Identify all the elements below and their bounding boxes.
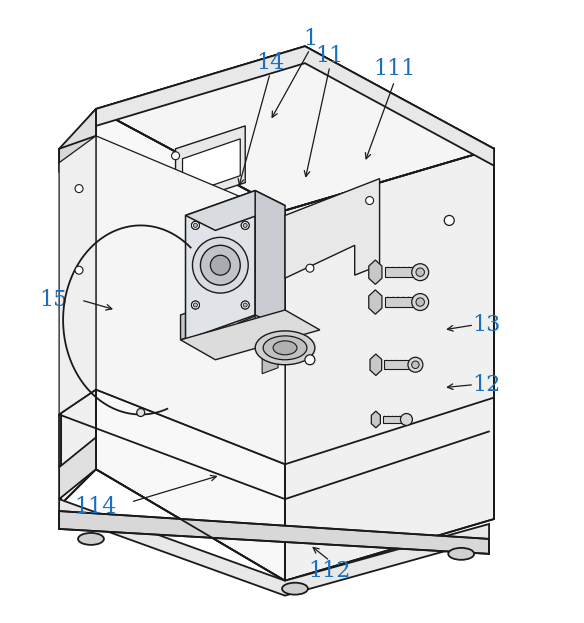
Ellipse shape [282,583,308,594]
Circle shape [75,266,83,274]
Polygon shape [183,139,240,196]
Polygon shape [371,411,380,428]
Circle shape [75,184,83,193]
Circle shape [192,301,200,309]
Polygon shape [262,352,278,374]
Circle shape [401,414,412,426]
Circle shape [137,409,145,417]
Circle shape [192,221,200,229]
Circle shape [193,237,248,293]
Circle shape [412,293,429,310]
Polygon shape [96,136,285,464]
Text: 1: 1 [303,28,317,50]
Circle shape [200,245,240,285]
Polygon shape [369,260,382,284]
Polygon shape [96,109,285,581]
Polygon shape [238,316,255,340]
Polygon shape [61,109,96,504]
Polygon shape [186,191,285,231]
Polygon shape [96,46,494,211]
Polygon shape [370,354,382,376]
Circle shape [416,268,425,277]
Polygon shape [59,136,96,414]
Text: 111: 111 [373,58,416,80]
Circle shape [306,264,314,272]
Circle shape [241,221,249,229]
Polygon shape [59,511,489,554]
Circle shape [444,216,454,226]
Text: 114: 114 [75,496,117,518]
Ellipse shape [78,533,104,545]
Circle shape [193,303,197,307]
Circle shape [408,357,423,372]
Polygon shape [59,136,96,163]
Polygon shape [96,46,494,166]
Circle shape [241,301,249,309]
Circle shape [416,298,425,307]
Ellipse shape [255,331,315,364]
Polygon shape [384,360,415,369]
Ellipse shape [273,341,297,354]
Circle shape [412,264,429,280]
Text: 14: 14 [256,52,284,74]
Polygon shape [385,297,420,307]
Circle shape [193,224,197,227]
Text: 11: 11 [316,45,344,67]
Polygon shape [255,191,285,330]
Circle shape [210,255,230,275]
Polygon shape [186,191,255,340]
Circle shape [305,354,315,364]
Polygon shape [383,416,406,423]
Text: 12: 12 [472,374,500,396]
Circle shape [192,301,200,309]
Polygon shape [180,310,320,359]
Ellipse shape [263,336,307,359]
Circle shape [243,224,247,227]
Polygon shape [176,126,245,206]
Circle shape [243,303,247,307]
Text: 112: 112 [308,559,351,582]
Circle shape [366,196,374,204]
Circle shape [241,221,249,229]
Text: 15: 15 [39,289,67,311]
Polygon shape [369,290,382,314]
Polygon shape [59,109,96,173]
Circle shape [412,361,419,368]
Polygon shape [180,285,265,340]
Polygon shape [385,267,420,277]
Polygon shape [59,437,96,499]
Text: 13: 13 [472,314,500,336]
Ellipse shape [449,548,474,560]
Polygon shape [285,179,380,278]
Polygon shape [59,499,489,596]
Circle shape [241,301,249,309]
Polygon shape [285,149,494,581]
Polygon shape [208,328,225,352]
Circle shape [192,221,200,229]
Circle shape [172,152,179,159]
